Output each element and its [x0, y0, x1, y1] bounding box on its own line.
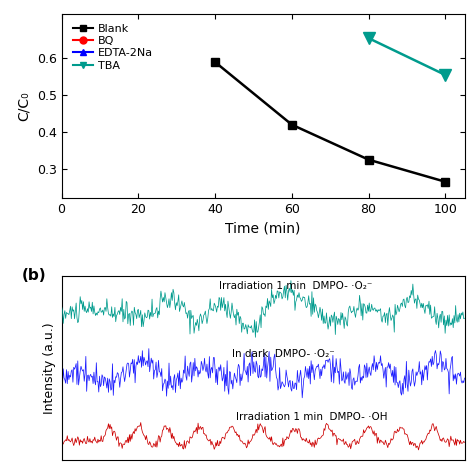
Y-axis label: C/C₀: C/C₀ — [17, 91, 31, 121]
Legend: Blank, BQ, EDTA-2Na, TBA: Blank, BQ, EDTA-2Na, TBA — [71, 22, 155, 73]
Text: In dark  DMPO- ·O₂⁻: In dark DMPO- ·O₂⁻ — [232, 349, 335, 359]
X-axis label: Time (min): Time (min) — [225, 222, 301, 236]
Text: Irradiation 1 min  DMPO- ·OH: Irradiation 1 min DMPO- ·OH — [236, 412, 387, 422]
Text: (b): (b) — [21, 268, 46, 283]
Text: Irradiation 1 min  DMPO- ·O₂⁻: Irradiation 1 min DMPO- ·O₂⁻ — [219, 281, 372, 291]
Y-axis label: Intensity (a.u.): Intensity (a.u.) — [43, 322, 56, 413]
